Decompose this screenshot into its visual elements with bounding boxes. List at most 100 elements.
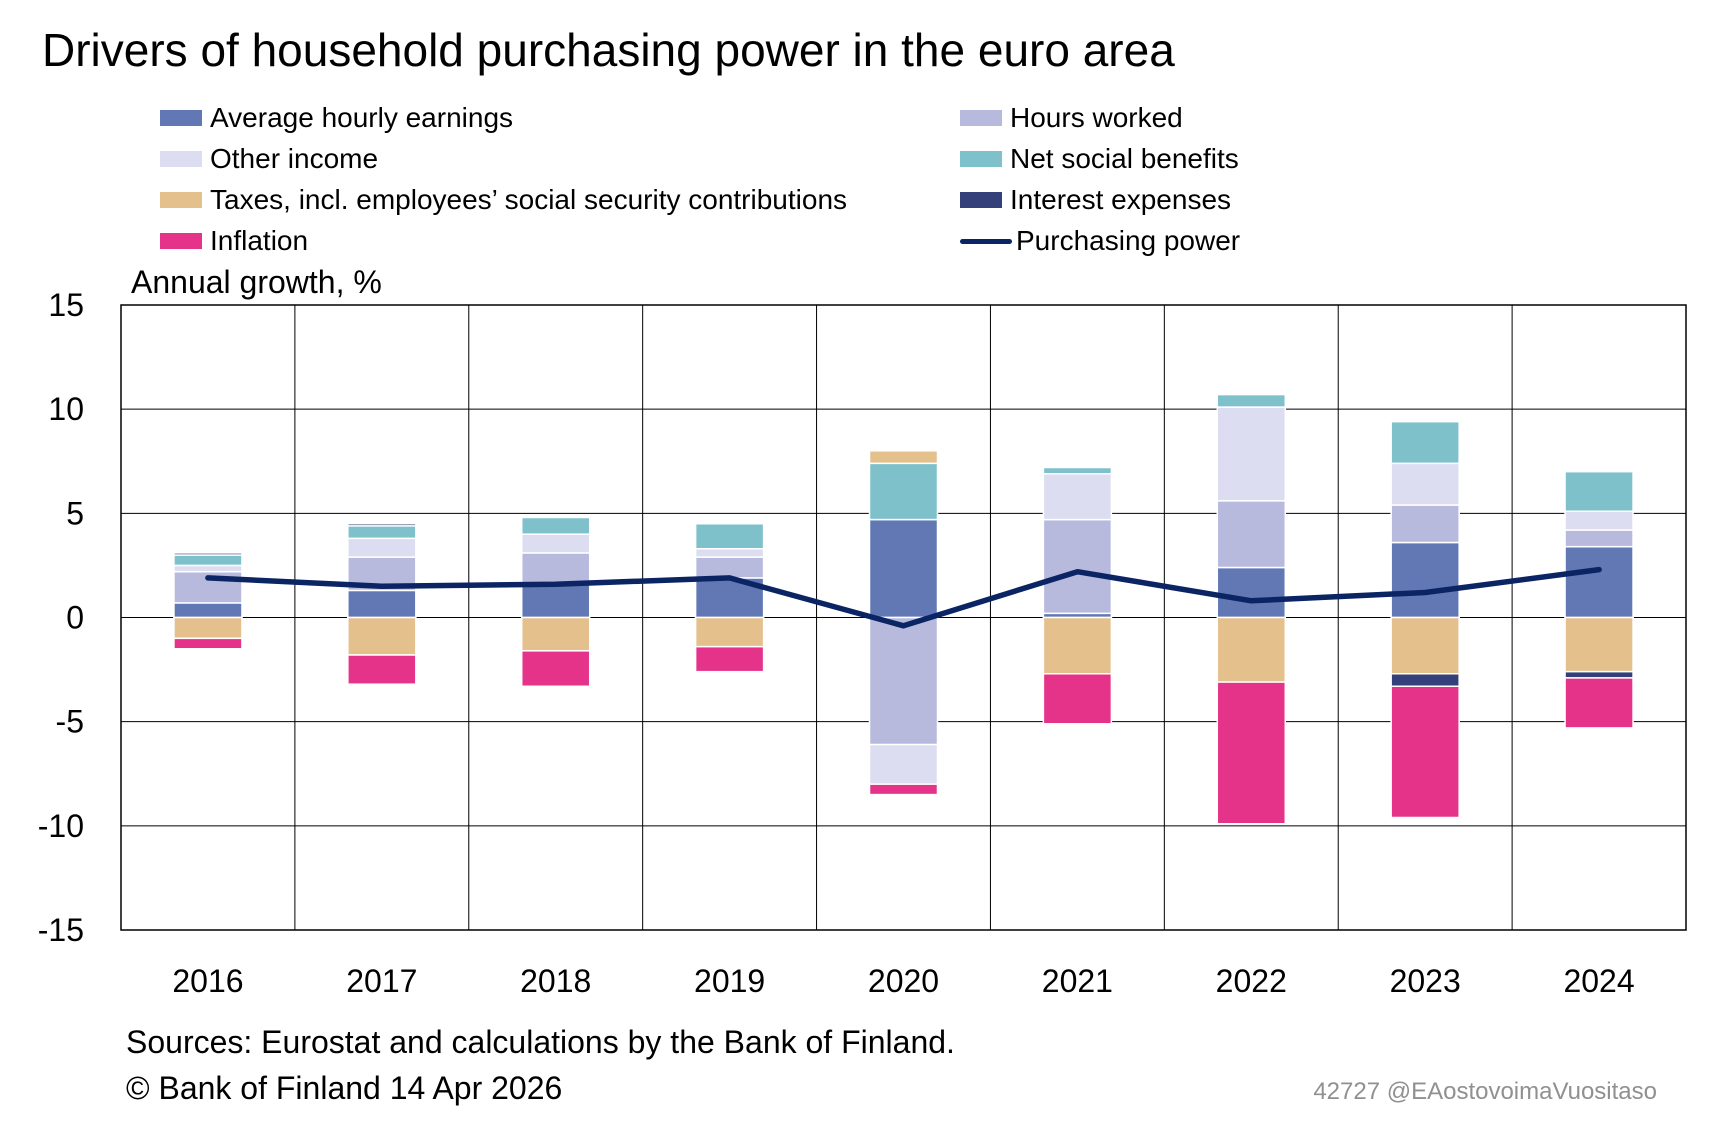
x-tick-label-2022: 2022 <box>1216 963 1287 999</box>
y-axis-label: Annual growth, % <box>131 264 382 300</box>
bar-avg-hourly-earnings-2023 <box>1390 541 1460 619</box>
bar-avg-hourly-earnings-2018 <box>520 583 591 619</box>
y-tick-label-minus10: -10 <box>38 808 84 844</box>
bar-inflation-2017 <box>347 654 417 685</box>
bar-avg-hourly-earnings-2024 <box>1564 545 1634 619</box>
bar-inflation-2024 <box>1564 677 1634 729</box>
legend-label-purchasing-power: Purchasing power <box>1016 225 1241 256</box>
legend-swatch-avg-hourly-earnings <box>160 110 202 126</box>
purchasing-power-line <box>205 566 1602 629</box>
x-tick-labels: 2016 2017 2018 2019 2020 2021 2022 2023 2024 <box>172 963 1634 999</box>
chart-id-label: 42727 @EAostovoimaVuositaso <box>1313 1078 1657 1105</box>
y-tick-label-5: 5 <box>66 495 84 531</box>
y-tick-label-0: 0 <box>66 600 84 636</box>
x-tick-label-2024: 2024 <box>1563 963 1634 999</box>
y-tick-label-minus5: -5 <box>56 704 84 740</box>
legend-swatch-taxes <box>160 192 202 208</box>
legend-line-purchasing-power <box>960 238 1012 244</box>
legend-label-hours-worked: Hours worked <box>1010 102 1183 133</box>
bar-other-income-2023 <box>1390 462 1460 506</box>
legend-item-taxes: Taxes, incl. employees’ social security … <box>160 182 847 218</box>
legend-swatch-other-income <box>160 151 202 167</box>
plot-frame <box>120 304 1687 931</box>
legend-item-inflation: Inflation <box>160 223 308 259</box>
bar-taxes-2024 <box>1564 616 1634 673</box>
x-tick-label-2020: 2020 <box>868 963 939 999</box>
legend-item-hours-worked: Hours worked <box>960 100 1183 136</box>
y-tick-label-minus15: -15 <box>38 912 84 948</box>
bar-net-social-benefits-2022 <box>1216 393 1287 408</box>
legend-label-inflation: Inflation <box>210 225 309 256</box>
bar-hours-worked-2019 <box>694 556 765 579</box>
bar-hours-worked-2022 <box>1216 500 1287 569</box>
bar-inflation-2018 <box>520 650 591 687</box>
bar-hours-worked-2018 <box>520 552 591 585</box>
legend-label-net-social-benefits: Net social benefits <box>1010 143 1239 174</box>
bar-net-social-benefits-2024 <box>1564 470 1634 512</box>
chart-title: Drivers of household purchasing power in… <box>42 24 1175 76</box>
legend-label-other-income: Other income <box>210 143 379 174</box>
bar-avg-hourly-earnings-2022 <box>1216 566 1287 619</box>
bar-inflation-2023 <box>1390 685 1460 819</box>
y-tick-label-10: 10 <box>48 391 84 427</box>
legend-label-interest-expenses: Interest expenses <box>1010 184 1232 215</box>
bar-inflation-2020 <box>868 783 939 796</box>
legend-label-taxes: Taxes, incl. employees’ social security … <box>210 184 848 215</box>
bar-hours-worked-2020 <box>868 616 939 746</box>
legend-item-purchasing-power: Purchasing power <box>960 223 1240 259</box>
x-tick-label-2023: 2023 <box>1390 963 1461 999</box>
bar-avg-hourly-earnings-2017 <box>347 589 417 619</box>
legend-item-other-income: Other income <box>160 141 378 177</box>
legend-item-interest-expenses: Interest expenses <box>960 182 1231 218</box>
bar-hours-worked-2023 <box>1390 504 1460 544</box>
bar-taxes-2016 <box>173 616 243 640</box>
x-tick-label-2021: 2021 <box>1042 963 1113 999</box>
bar-taxes-2022 <box>1216 616 1287 683</box>
bar-interest-expenses-2016 <box>173 552 243 556</box>
x-tick-label-2017: 2017 <box>346 963 417 999</box>
y-tick-label-15: 15 <box>48 287 84 323</box>
bar-taxes-2017 <box>347 616 417 656</box>
bar-net-social-benefits-2019 <box>694 523 765 550</box>
bar-interest-expenses-2024 <box>1564 670 1634 679</box>
bar-other-income-2016 <box>173 564 243 573</box>
bar-taxes-2020 <box>868 450 939 465</box>
bar-other-income-2024 <box>1564 510 1634 531</box>
bar-other-income-2018 <box>520 533 591 554</box>
bar-other-income-2021 <box>1042 473 1113 521</box>
bar-other-income-2020 <box>868 743 939 785</box>
bar-net-social-benefits-2020 <box>868 462 939 521</box>
legend-swatch-interest-expenses <box>960 192 1002 208</box>
legend-item-net-social-benefits: Net social benefits <box>960 141 1239 177</box>
bar-taxes-2019 <box>694 616 765 648</box>
bar-inflation-2016 <box>173 637 243 650</box>
bar-other-income-2019 <box>694 548 765 558</box>
legend-swatch-net-social-benefits <box>960 151 1002 167</box>
bar-net-social-benefits-2021 <box>1042 466 1113 475</box>
bar-segments <box>173 393 1634 825</box>
bar-net-social-benefits-2017 <box>347 525 417 540</box>
bar-inflation-2022 <box>1216 681 1287 825</box>
bar-net-social-benefits-2018 <box>520 516 591 535</box>
legend-swatch-inflation <box>160 233 202 249</box>
y-tick-labels: 15 10 5 0 -5 -10 -15 <box>38 287 84 948</box>
bar-net-social-benefits-2023 <box>1390 420 1460 465</box>
source-note: Sources: Eurostat and calculations by th… <box>126 1024 955 1060</box>
legend-swatch-hours-worked <box>960 110 1002 126</box>
x-tick-label-2016: 2016 <box>172 963 243 999</box>
legend-label-avg-hourly-earnings: Average hourly earnings <box>210 102 514 133</box>
copyright-note: © Bank of Finland 14 Apr 2026 <box>126 1070 563 1106</box>
bar-other-income-2017 <box>347 537 417 558</box>
bar-inflation-2019 <box>694 645 765 673</box>
legend-item-avg-hourly-earnings: Average hourly earnings <box>160 100 513 136</box>
bar-inflation-2021 <box>1042 673 1113 725</box>
bar-interest-expenses-2017 <box>347 523 417 527</box>
bar-taxes-2023 <box>1390 616 1460 675</box>
bar-avg-hourly-earnings-2016 <box>173 602 243 619</box>
bar-hours-worked-2021 <box>1042 518 1113 615</box>
bar-other-income-2022 <box>1216 406 1287 502</box>
x-tick-label-2018: 2018 <box>520 963 591 999</box>
bar-net-social-benefits-2016 <box>173 554 243 567</box>
purchasing-power-line-group <box>205 566 1602 629</box>
